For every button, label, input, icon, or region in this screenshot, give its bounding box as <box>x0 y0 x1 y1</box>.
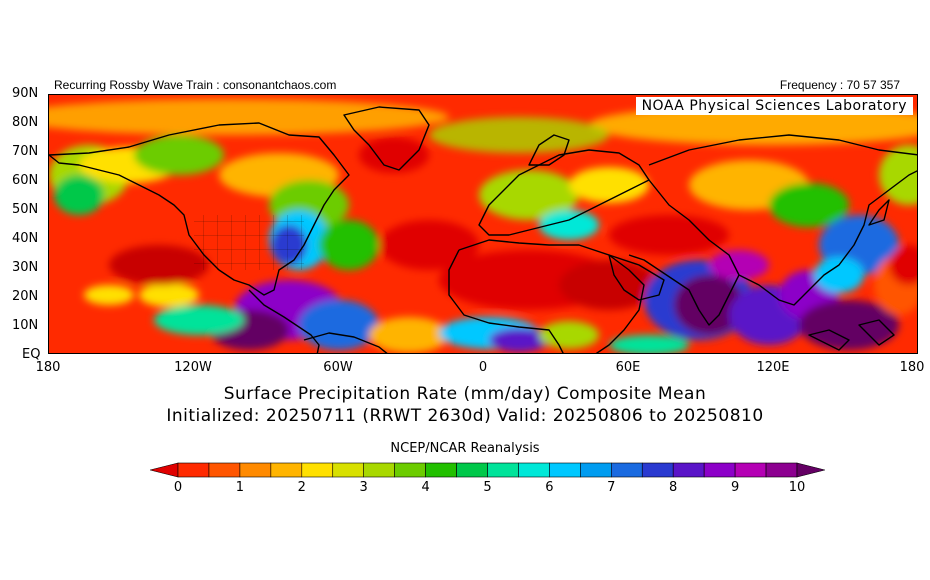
colorbar-bin <box>610 462 643 478</box>
colorbar <box>150 462 825 478</box>
colorbar-tick-label: 4 <box>421 480 430 495</box>
lat-label-eq: EQ <box>22 347 41 362</box>
colorbar-bin <box>394 462 426 478</box>
colorbar-bin <box>487 462 519 478</box>
colorbar-bin <box>332 462 365 478</box>
lat-label-20n: 20N <box>12 289 39 304</box>
colorbar-bin <box>641 462 674 478</box>
lon-label-180w: 180 <box>35 360 61 375</box>
lat-label-40n: 40N <box>12 231 39 246</box>
colorbar-bin <box>672 462 705 478</box>
data-source-label: NCEP/NCAR Reanalysis <box>390 441 540 456</box>
colorbar-tick-label: 9 <box>730 480 740 495</box>
map-title-line-2: Initialized: 20250711 (RRWT 2630d) Valid… <box>166 406 764 426</box>
header-right-text: Frequency : 70 57 357 <box>779 78 900 92</box>
colorbar-tick-label: 3 <box>359 480 368 495</box>
map-title-line-1: Surface Precipitation Rate (mm/day) Comp… <box>223 384 707 404</box>
colorbar-bin <box>518 462 550 478</box>
colorbar-over-arrow <box>796 462 825 478</box>
lat-label-60n: 60N <box>12 173 39 188</box>
colorbar-bin <box>425 462 457 478</box>
colorbar-tick-label: 10 <box>788 480 806 495</box>
precipitation-field <box>49 95 917 353</box>
lat-label-70n: 70N <box>12 144 39 159</box>
header-left-text: Recurring Rossby Wave Train : consonantc… <box>54 78 337 92</box>
colorbar-bin <box>456 462 488 478</box>
precipitation-map: NOAA Physical Sciences Laboratory <box>48 94 918 354</box>
colorbar-bin <box>270 462 303 478</box>
colorbar-tick-label: 1 <box>235 480 245 495</box>
lon-label-120w: 120W <box>174 360 212 375</box>
colorbar-bin <box>177 462 210 478</box>
lat-label-80n: 80N <box>12 115 39 130</box>
colorbar-bin <box>703 462 736 478</box>
lat-label-50n: 50N <box>12 202 39 217</box>
colorbar-tick-label: 5 <box>483 480 492 495</box>
lat-label-90n: 90N <box>12 86 39 101</box>
colorbar-bin <box>580 462 612 478</box>
colorbar-tick-label: 2 <box>297 480 306 495</box>
lat-label-30n: 30N <box>12 260 39 275</box>
lon-label-60w: 60W <box>323 360 353 375</box>
colorbar-tick-label: 6 <box>545 480 554 495</box>
colorbar-bin <box>363 462 395 478</box>
colorbar-bin <box>239 462 272 478</box>
lon-label-120e: 120E <box>756 360 790 375</box>
colorbar-tick-label: 0 <box>173 480 183 495</box>
colorbar-bin <box>208 462 241 478</box>
lon-label-0: 0 <box>478 360 488 375</box>
colorbar-under-arrow <box>150 462 179 478</box>
colorbar-tick-label: 8 <box>669 480 678 495</box>
colorbar-bin <box>765 462 798 478</box>
colorbar-bin <box>549 462 581 478</box>
colorbar-bin <box>734 462 767 478</box>
lat-label-10n: 10N <box>12 318 39 333</box>
colorbar-tick-label: 7 <box>607 480 616 495</box>
map-credit: NOAA Physical Sciences Laboratory <box>635 97 913 115</box>
lon-label-60e: 60E <box>615 360 641 375</box>
colorbar-bin <box>301 462 334 478</box>
lon-label-180e: 180 <box>899 360 925 375</box>
